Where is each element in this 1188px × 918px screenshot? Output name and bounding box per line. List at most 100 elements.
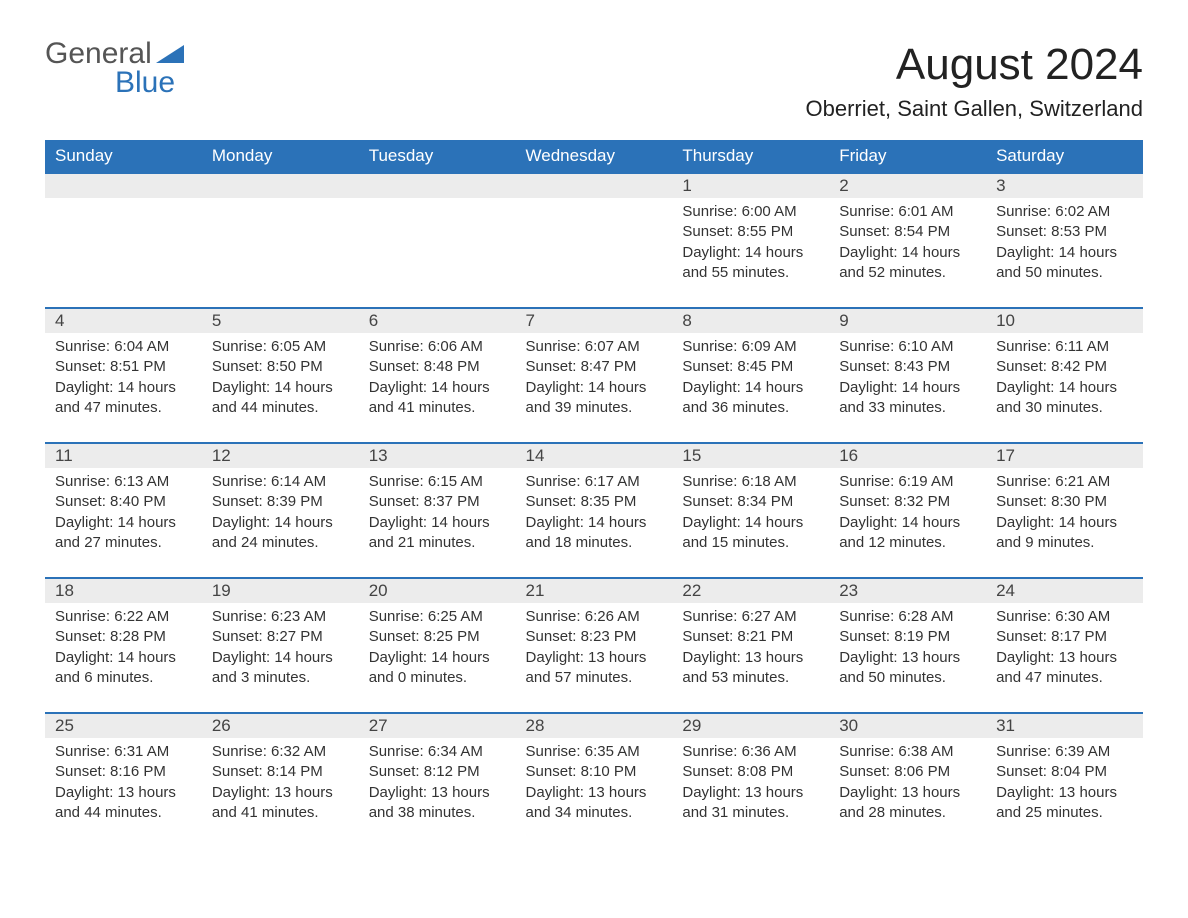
- day-number-bar-empty: [45, 174, 202, 198]
- daylight-line: Daylight: 14 hours and 21 minutes.: [369, 513, 506, 554]
- day-details: Sunrise: 6:13 AMSunset: 8:40 PMDaylight:…: [55, 472, 192, 553]
- day-number: 31: [986, 714, 1143, 738]
- day-number: 22: [672, 579, 829, 603]
- sunrise-line: Sunrise: 6:01 AM: [839, 202, 976, 222]
- calendar-day-cell: 16 Sunrise: 6:19 AMSunset: 8:32 PMDayligh…: [829, 443, 986, 578]
- day-number: 10: [986, 309, 1143, 333]
- day-details: Sunrise: 6:04 AMSunset: 8:51 PMDaylight:…: [55, 337, 192, 418]
- calendar-day-cell: 4 Sunrise: 6:04 AMSunset: 8:51 PMDaylight…: [45, 308, 202, 443]
- sunrise-line: Sunrise: 6:21 AM: [996, 472, 1133, 492]
- day-details: Sunrise: 6:27 AMSunset: 8:21 PMDaylight:…: [682, 607, 819, 688]
- day-number: 19: [202, 579, 359, 603]
- daylight-line: Daylight: 14 hours and 30 minutes.: [996, 378, 1133, 419]
- calendar-day-cell: 2Sunrise: 6:01 AMSunset: 8:54 PMDaylight…: [829, 173, 986, 308]
- day-number: 24: [986, 579, 1143, 603]
- calendar-day-cell: 3 Sunrise: 6:02 AMSunset: 8:53 PMDaylight…: [986, 173, 1143, 308]
- daylight-line: Daylight: 14 hours and 50 minutes.: [996, 243, 1133, 284]
- calendar-day-cell: 23 Sunrise: 6:28 AMSunset: 8:19 PMDayligh…: [829, 578, 986, 713]
- daylight-line: Daylight: 14 hours and 3 minutes.: [212, 648, 349, 689]
- sunrise-line: Sunrise: 6:11 AM: [996, 337, 1133, 357]
- calendar-day-cell: 14Sunrise: 6:17 AMSunset: 8:35 PMDayligh…: [516, 443, 673, 578]
- calendar-day-cell: 15Sunrise: 6:18 AMSunset: 8:34 PMDayligh…: [672, 443, 829, 578]
- day-number: 28: [516, 714, 673, 738]
- sunset-line: Sunset: 8:14 PM: [212, 762, 349, 782]
- day-details: Sunrise: 6:39 AMSunset: 8:04 PMDaylight:…: [996, 742, 1133, 823]
- day-details: Sunrise: 6:23 AMSunset: 8:27 PMDaylight:…: [212, 607, 349, 688]
- sunset-line: Sunset: 8:42 PM: [996, 357, 1133, 377]
- day-details: Sunrise: 6:36 AMSunset: 8:08 PMDaylight:…: [682, 742, 819, 823]
- day-number: 29: [672, 714, 829, 738]
- day-number: 20: [359, 579, 516, 603]
- day-details: Sunrise: 6:09 AMSunset: 8:45 PMDaylight:…: [682, 337, 819, 418]
- sunset-line: Sunset: 8:50 PM: [212, 357, 349, 377]
- sunrise-line: Sunrise: 6:04 AM: [55, 337, 192, 357]
- day-number: 7: [516, 309, 673, 333]
- day-details: Sunrise: 6:30 AMSunset: 8:17 PMDaylight:…: [996, 607, 1133, 688]
- calendar-day-cell: 18Sunrise: 6:22 AMSunset: 8:28 PMDayligh…: [45, 578, 202, 713]
- calendar-day-cell: 28Sunrise: 6:35 AMSunset: 8:10 PMDayligh…: [516, 713, 673, 847]
- daylight-line: Daylight: 13 hours and 44 minutes.: [55, 783, 192, 824]
- day-number-bar-empty: [359, 174, 516, 198]
- sunset-line: Sunset: 8:06 PM: [839, 762, 976, 782]
- daylight-line: Daylight: 14 hours and 24 minutes.: [212, 513, 349, 554]
- calendar-day-cell: 17Sunrise: 6:21 AMSunset: 8:30 PMDayligh…: [986, 443, 1143, 578]
- sunset-line: Sunset: 8:28 PM: [55, 627, 192, 647]
- day-number: 23: [829, 579, 986, 603]
- sunset-line: Sunset: 8:30 PM: [996, 492, 1133, 512]
- sunset-line: Sunset: 8:32 PM: [839, 492, 976, 512]
- sunset-line: Sunset: 8:37 PM: [369, 492, 506, 512]
- day-number: 25: [45, 714, 202, 738]
- daylight-line: Daylight: 14 hours and 18 minutes.: [526, 513, 663, 554]
- weekday-header: Wednesday: [516, 140, 673, 173]
- sunrise-line: Sunrise: 6:23 AM: [212, 607, 349, 627]
- daylight-line: Daylight: 14 hours and 36 minutes.: [682, 378, 819, 419]
- day-number: 14: [516, 444, 673, 468]
- sunrise-line: Sunrise: 6:32 AM: [212, 742, 349, 762]
- calendar-day-cell: [359, 173, 516, 308]
- sunrise-line: Sunrise: 6:00 AM: [682, 202, 819, 222]
- daylight-line: Daylight: 14 hours and 41 minutes.: [369, 378, 506, 419]
- day-number: 18: [45, 579, 202, 603]
- calendar-day-cell: 30Sunrise: 6:38 AMSunset: 8:06 PMDayligh…: [829, 713, 986, 847]
- day-details: Sunrise: 6:02 AMSunset: 8:53 PMDaylight:…: [996, 202, 1133, 283]
- daylight-line: Daylight: 14 hours and 15 minutes.: [682, 513, 819, 554]
- calendar-week-row: 18 Sunrise: 6:22 AMSunset: 8:28 PM Dayligh…: [45, 578, 1143, 713]
- day-number-bar-empty: [516, 174, 673, 198]
- sunrise-line: Sunrise: 6:13 AM: [55, 472, 192, 492]
- calendar-day-cell: 9Sunrise: 6:10 AMSunset: 8:43 PMDaylight…: [829, 308, 986, 443]
- day-number: 2: [829, 174, 986, 198]
- day-details: Sunrise: 6:19 AMSunset: 8:32 PMDaylight:…: [839, 472, 976, 553]
- sunset-line: Sunset: 8:47 PM: [526, 357, 663, 377]
- calendar-day-cell: [202, 173, 359, 308]
- day-details: Sunrise: 6:28 AMSunset: 8:19 PMDaylight:…: [839, 607, 976, 688]
- calendar-header-row: SundayMondayTuesdayWednesdayThursdayFrid…: [45, 140, 1143, 173]
- day-details: Sunrise: 6:32 AMSunset: 8:14 PMDaylight:…: [212, 742, 349, 823]
- title-block: August 2024 Oberriet, Saint Gallen, Swit…: [806, 40, 1144, 132]
- sunset-line: Sunset: 8:08 PM: [682, 762, 819, 782]
- logo-text-blue: Blue: [45, 69, 175, 98]
- sunrise-line: Sunrise: 6:28 AM: [839, 607, 976, 627]
- calendar-day-cell: 21Sunrise: 6:26 AMSunset: 8:23 PMDayligh…: [516, 578, 673, 713]
- day-number: 15: [672, 444, 829, 468]
- daylight-line: Daylight: 14 hours and 0 minutes.: [369, 648, 506, 689]
- triangle-icon: [156, 40, 184, 69]
- daylight-line: Daylight: 13 hours and 25 minutes.: [996, 783, 1133, 824]
- sunrise-line: Sunrise: 6:22 AM: [55, 607, 192, 627]
- day-number: 26: [202, 714, 359, 738]
- day-details: Sunrise: 6:26 AMSunset: 8:23 PMDaylight:…: [526, 607, 663, 688]
- sunset-line: Sunset: 8:55 PM: [682, 222, 819, 242]
- day-details: Sunrise: 6:25 AMSunset: 8:25 PMDaylight:…: [369, 607, 506, 688]
- day-number: 11: [45, 444, 202, 468]
- sunset-line: Sunset: 8:35 PM: [526, 492, 663, 512]
- day-details: Sunrise: 6:06 AMSunset: 8:48 PMDaylight:…: [369, 337, 506, 418]
- day-number: 16: [829, 444, 986, 468]
- day-number: 3: [986, 174, 1143, 198]
- sunset-line: Sunset: 8:10 PM: [526, 762, 663, 782]
- sunset-line: Sunset: 8:48 PM: [369, 357, 506, 377]
- calendar-day-cell: 19 Sunrise: 6:23 AMSunset: 8:27 PMDayligh…: [202, 578, 359, 713]
- calendar-day-cell: 31 Sunrise: 6:39 AMSunset: 8:04 PMDayligh…: [986, 713, 1143, 847]
- daylight-line: Daylight: 13 hours and 41 minutes.: [212, 783, 349, 824]
- day-number: 12: [202, 444, 359, 468]
- day-number: 4: [45, 309, 202, 333]
- day-number-bar-empty: [202, 174, 359, 198]
